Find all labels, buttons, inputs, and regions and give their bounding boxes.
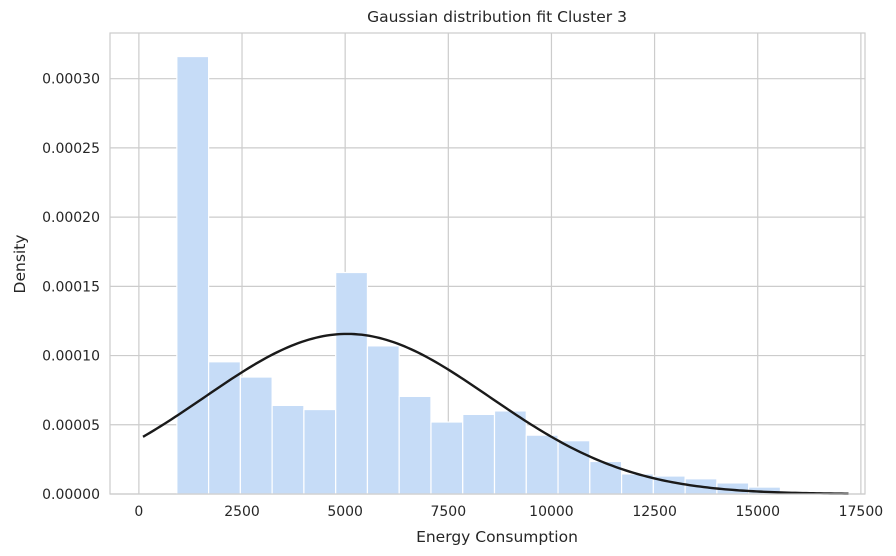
gaussian-fit-line [142, 332, 849, 495]
y-tick-label: 0.00020 [42, 210, 100, 226]
x-tick-label: 15000 [735, 504, 780, 520]
x-tick-label: 12500 [632, 504, 677, 520]
x-tick-label: 10000 [529, 504, 574, 520]
histogram-bar [176, 55, 210, 495]
x-axis-label: Energy Consumption [416, 528, 578, 546]
y-tick-label: 0.00025 [42, 141, 100, 157]
x-tick-label: 17500 [839, 504, 884, 520]
x-tick-label: 0 [134, 504, 143, 520]
histogram-bar [239, 376, 273, 495]
x-tick-label: 2500 [224, 504, 260, 520]
histogram-bar [493, 410, 527, 495]
histogram-bar [335, 271, 369, 495]
x-tick-label: 5000 [327, 504, 363, 520]
y-tick-labels: 0.00000 0.00005 0.00010 0.00015 0.00020 0.000… [42, 72, 100, 503]
chart-title: Gaussian distribution fit Cluster 3 [367, 8, 627, 26]
histogram-bar [398, 395, 432, 495]
histogram-bars [176, 55, 782, 495]
histogram-bar [525, 434, 559, 495]
y-tick-label: 0.00000 [42, 487, 100, 503]
x-tick-labels: 0 2500 5000 7500 10000 12500 15000 17500 [134, 504, 883, 520]
histogram-bar [430, 421, 464, 495]
x-tick-label: 7500 [430, 504, 466, 520]
y-tick-label: 0.00005 [42, 418, 100, 434]
y-tick-label: 0.00015 [42, 279, 100, 295]
plot-frame [109, 32, 866, 495]
histogram-bar [271, 404, 305, 495]
histogram-bar [208, 361, 241, 495]
y-tick-label: 0.00010 [42, 349, 100, 365]
y-axis-label: Density [11, 235, 29, 294]
histogram-bar [462, 413, 496, 495]
histogram-bar [303, 408, 337, 495]
y-tick-label: 0.00030 [42, 72, 100, 88]
histogram-bar [366, 345, 400, 495]
